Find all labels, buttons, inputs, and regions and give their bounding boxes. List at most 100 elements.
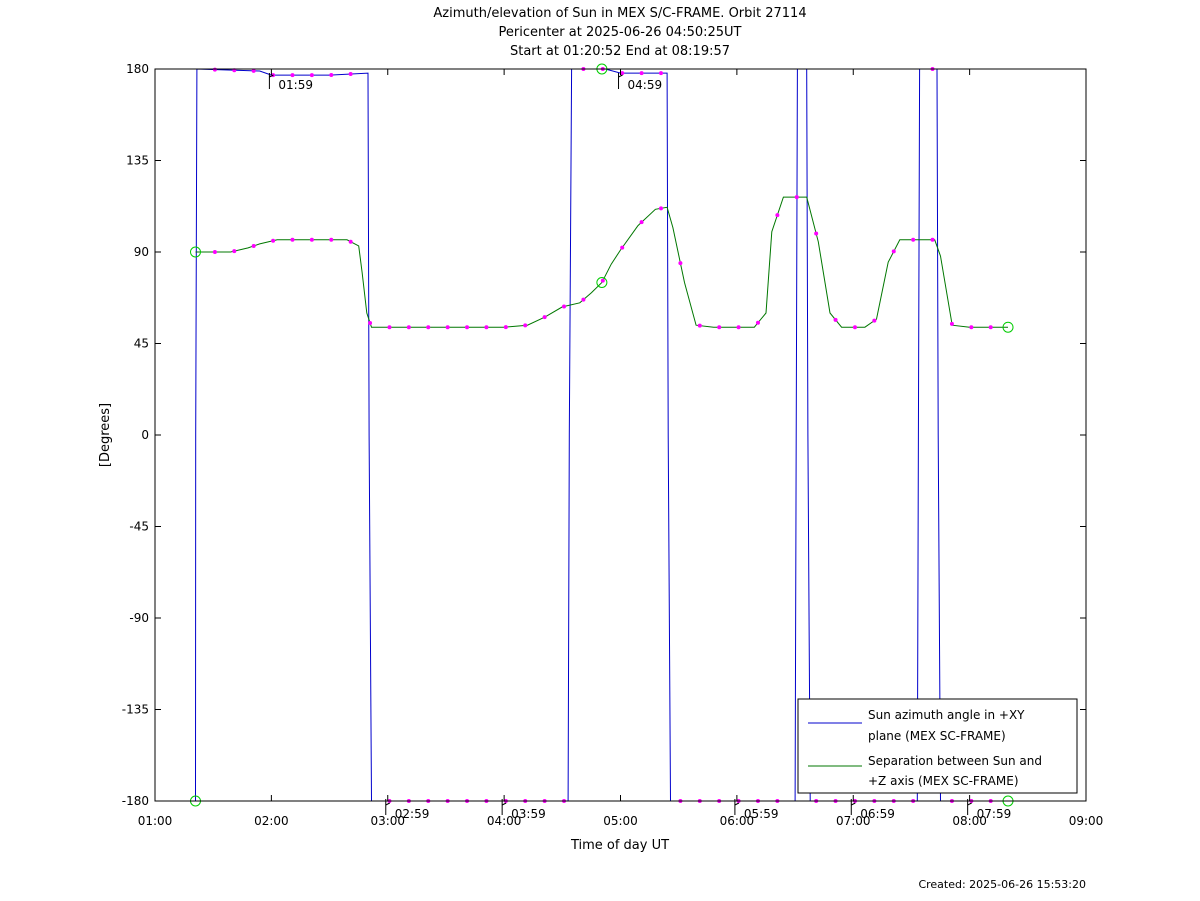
separation-marker [639, 220, 644, 225]
annotation-label: 07:59 [977, 807, 1012, 821]
annotation-label: 02:59 [395, 807, 430, 821]
annotation-tick-hook [618, 74, 623, 78]
separation-marker [484, 325, 489, 330]
y-tick-label: -180 [122, 794, 149, 808]
legend-separation-line1: Separation between Sun and [868, 754, 1042, 768]
x-tick-label: 09:00 [1069, 814, 1104, 828]
separation-marker [852, 325, 857, 330]
separation-marker [368, 320, 373, 325]
annotation-label: 06:59 [860, 807, 895, 821]
separation-marker [445, 325, 450, 330]
y-tick-label: 135 [126, 154, 149, 168]
azimuth-marker [348, 71, 353, 76]
azimuth-marker [639, 71, 644, 76]
separation-marker [755, 320, 760, 325]
chart-title-line1: Azimuth/elevation of Sun in MEX S/C-FRAM… [433, 6, 806, 21]
separation-marker [678, 261, 683, 266]
separation-marker [523, 323, 528, 328]
y-axis-label: [Degrees] [98, 403, 113, 467]
separation-marker [426, 325, 431, 330]
x-tick-label: 05:00 [603, 814, 638, 828]
annotation-label: 01:59 [278, 78, 313, 92]
separation-marker [329, 237, 334, 242]
separation-marker [503, 325, 508, 330]
x-tick-label: 06:00 [720, 814, 755, 828]
endpoint-marker [596, 277, 608, 288]
azimuth-marker [329, 73, 334, 78]
separation-marker [949, 321, 954, 326]
separation-marker [309, 237, 314, 242]
separation-marker [988, 325, 993, 330]
separation-marker [775, 213, 780, 218]
annotation-tick-hook [851, 802, 856, 806]
separation-marker [212, 250, 217, 254]
annotation-label: 03:59 [511, 807, 546, 821]
separation-marker [736, 325, 741, 330]
azimuth-marker [658, 71, 663, 76]
annotation-label: 05:59 [744, 807, 779, 821]
created-timestamp: Created: 2025-06-26 15:53:20 [918, 878, 1086, 891]
azimuth-marker [290, 73, 295, 78]
legend: Sun azimuth angle in +XY plane (MEX SC-F… [797, 698, 1078, 794]
chart-title-line3: Start at 01:20:52 End at 08:19:57 [510, 44, 730, 59]
legend-azimuth-line1: Sun azimuth angle in +XY [868, 708, 1025, 722]
separation-marker [872, 318, 877, 323]
y-tick-label: -90 [129, 611, 149, 625]
y-tick-label: -135 [122, 703, 149, 717]
annotation-label: 04:59 [628, 78, 663, 92]
azimuth-marker [212, 67, 217, 72]
legend-box [797, 698, 1078, 794]
y-tick-label: -45 [129, 520, 149, 534]
separation-marker [232, 249, 237, 254]
separation-marker [930, 237, 935, 242]
separation-marker [911, 237, 916, 242]
separation-marker [658, 206, 663, 211]
azimuth-marker [251, 68, 256, 73]
separation-marker [600, 278, 605, 283]
y-tick-label: 90 [134, 245, 149, 259]
legend-azimuth-line2: plane (MEX SC-FRAME) [868, 729, 1006, 743]
separation-marker [562, 304, 567, 309]
annotation-layer: 01:59 02:59 03:59 04:59 05:59 06:59 07:59 [268, 73, 1012, 821]
x-tick-label: 02:00 [254, 814, 289, 828]
annotation-tick-hook [734, 802, 740, 806]
separation-marker [717, 325, 722, 330]
series-line-separation [195, 196, 1008, 328]
x-tick-label: 07:00 [836, 814, 871, 828]
separation-marker [290, 237, 295, 242]
endpoint-marker [1002, 321, 1014, 333]
chart-title-line2: Pericenter at 2025-06-26 04:50:25UT [498, 25, 741, 40]
x-tick-label: 08:00 [952, 814, 987, 828]
y-tick-label: 0 [141, 428, 149, 442]
x-tick-label: 04:00 [487, 814, 522, 828]
annotation-tick-hook [269, 74, 274, 78]
separation-marker [833, 317, 838, 322]
separation-marker [271, 238, 276, 243]
separation-marker [891, 249, 896, 254]
plot-frame [154, 68, 1087, 802]
tick-layer: 01:00 02:00 03:00 04:00 05:00 06:00 07:00 08:00… [122, 62, 1104, 828]
separation-marker [794, 195, 799, 200]
series-layer [195, 68, 1008, 802]
series-line-azimuth [195, 68, 1008, 802]
x-axis-label: Time of day UT [570, 838, 669, 853]
separation-marker [969, 325, 974, 330]
separation-marker [348, 239, 353, 244]
separation-marker [387, 325, 392, 330]
y-tick-label: 45 [134, 337, 149, 351]
x-tick-label: 01:00 [138, 814, 173, 828]
separation-marker [814, 231, 819, 236]
separation-marker [620, 245, 625, 250]
separation-marker [251, 243, 256, 248]
separation-marker [542, 315, 547, 320]
legend-separation-line2: +Z axis (MEX SC-FRAME) [868, 774, 1019, 788]
annotation-tick-hook [501, 802, 507, 806]
y-tick-label: 180 [126, 62, 149, 76]
separation-marker [697, 323, 702, 328]
annotation-tick-hook [385, 802, 390, 806]
annotation-tick-hook [967, 802, 972, 806]
separation-marker [406, 325, 411, 330]
separation-marker [465, 325, 470, 330]
azimuth-marker [620, 71, 625, 76]
